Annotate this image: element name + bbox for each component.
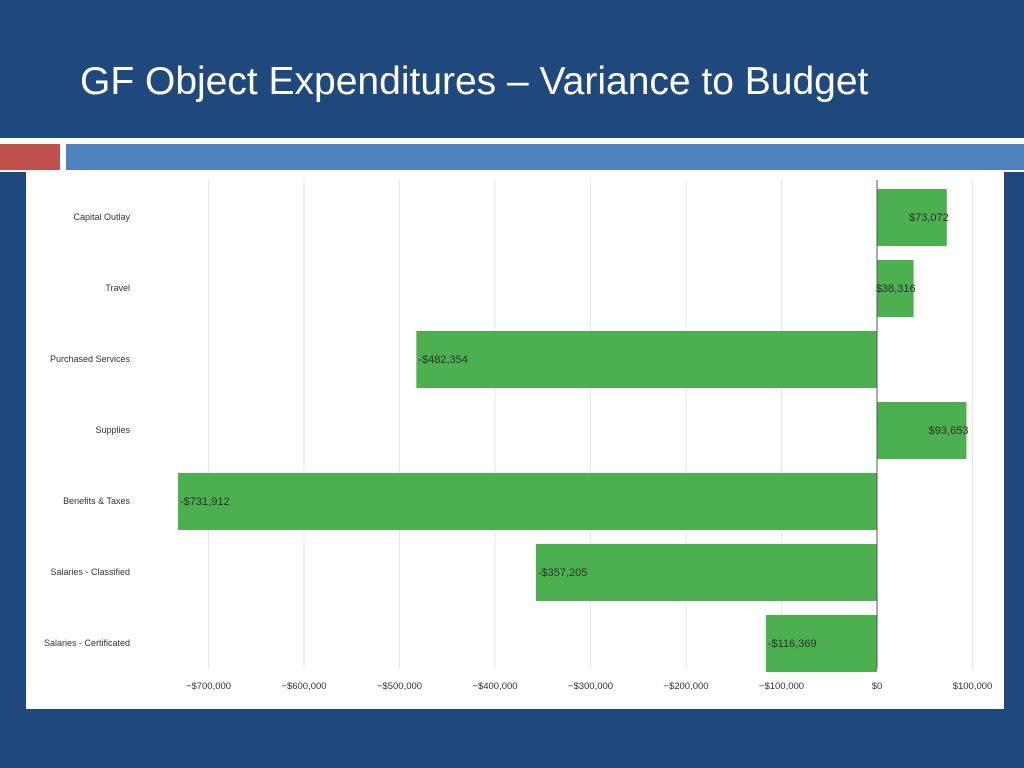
slide-header: GF Object Expenditures – Variance to Bud… (0, 0, 1024, 138)
x-tick-label: −$500,000 (377, 681, 422, 692)
bar (877, 260, 914, 317)
data-label: -$482,354 (418, 354, 468, 366)
x-tick-label: −$600,000 (281, 681, 326, 692)
accent-bar-blue (66, 144, 1024, 170)
x-tick-label: −$100,000 (759, 681, 804, 692)
bar (416, 331, 877, 388)
chart-panel: Capital Outlay Travel Purchased Services Su… (26, 172, 1004, 709)
category-label: Salaries - Certificated (44, 638, 130, 648)
data-label: -$731,912 (180, 496, 230, 508)
category-label: Capital Outlay (73, 212, 130, 222)
x-tick-label: −$200,000 (663, 681, 708, 692)
x-tick-label: $100,000 (953, 681, 993, 692)
data-label: $73,072 (909, 212, 949, 224)
x-tick-label: −$300,000 (568, 681, 613, 692)
bar (765, 615, 877, 672)
variance-bar-chart: Capital Outlay Travel Purchased Services Su… (44, 180, 993, 692)
bar (535, 544, 877, 601)
data-label: $38,316 (876, 283, 916, 295)
accent-bar-red (0, 144, 60, 170)
data-label: -$357,205 (538, 567, 588, 579)
data-label: -$116,369 (768, 638, 817, 650)
header-divider (0, 138, 1024, 142)
category-label: Benefits & Taxes (63, 496, 130, 506)
bar (877, 189, 947, 246)
x-tick-label: −$400,000 (472, 681, 517, 692)
category-label: Salaries - Classified (50, 567, 130, 577)
data-label: $93,653 (929, 425, 969, 437)
x-tick-label: $0 (872, 681, 883, 692)
category-label: Supplies (95, 425, 130, 435)
x-tick-label: −$700,000 (186, 681, 231, 692)
category-label: Travel (105, 283, 130, 293)
bar (178, 473, 877, 530)
slide-title: GF Object Expenditures – Variance to Bud… (80, 60, 869, 103)
bar (877, 402, 967, 459)
category-label: Purchased Services (50, 354, 131, 364)
